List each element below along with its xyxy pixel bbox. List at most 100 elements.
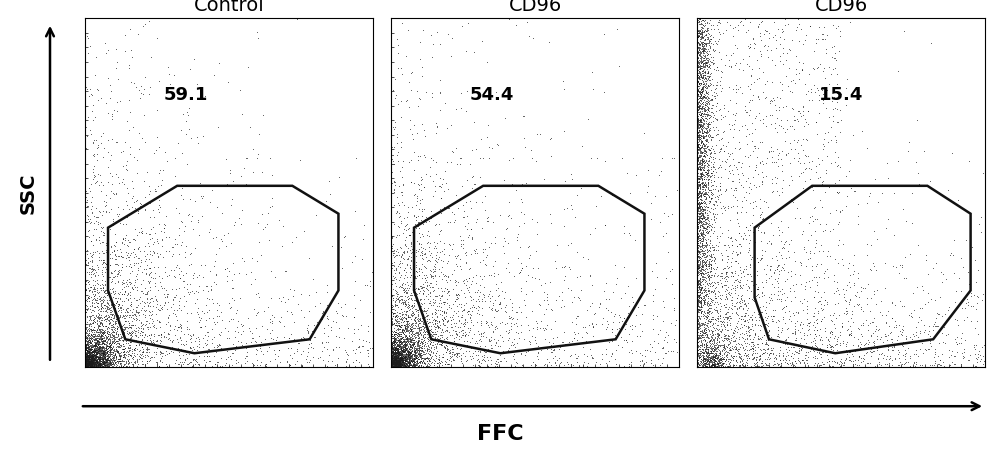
Point: [395, 356, 411, 364]
Point: [393, 363, 409, 370]
Point: [101, 353, 117, 360]
Point: [384, 327, 400, 334]
Point: [394, 326, 410, 334]
Point: [79, 339, 95, 346]
Point: [88, 340, 104, 347]
Point: [103, 309, 119, 316]
Point: [690, 241, 706, 248]
Point: [605, 288, 621, 296]
Point: [94, 319, 110, 327]
Point: [728, 309, 744, 316]
Point: [401, 320, 417, 327]
Point: [84, 355, 100, 363]
Point: [85, 354, 101, 361]
Point: [850, 342, 866, 349]
Point: [428, 257, 444, 264]
Point: [397, 362, 413, 369]
Point: [87, 350, 103, 358]
Point: [206, 334, 222, 341]
Point: [928, 259, 944, 267]
Point: [696, 127, 712, 134]
Point: [480, 321, 496, 329]
Point: [690, 19, 706, 26]
Point: [390, 360, 406, 368]
Point: [383, 318, 399, 325]
Point: [203, 15, 219, 22]
Point: [692, 347, 708, 354]
Point: [744, 311, 760, 318]
Point: [696, 107, 712, 115]
Point: [489, 308, 505, 315]
Point: [695, 258, 711, 265]
Point: [431, 183, 447, 190]
Point: [383, 364, 399, 371]
Point: [393, 349, 409, 356]
Point: [384, 316, 400, 323]
Point: [774, 148, 790, 155]
Point: [767, 124, 783, 131]
Point: [738, 208, 754, 216]
Point: [385, 364, 401, 371]
Point: [391, 362, 407, 369]
Point: [511, 335, 527, 342]
Point: [634, 356, 650, 363]
Point: [703, 58, 719, 65]
Point: [85, 355, 101, 362]
Point: [96, 258, 112, 266]
Point: [414, 314, 430, 321]
Point: [86, 347, 102, 354]
Point: [154, 350, 170, 357]
Point: [112, 336, 128, 344]
Point: [393, 296, 409, 303]
Point: [392, 359, 408, 367]
Point: [111, 179, 127, 187]
Point: [556, 346, 572, 353]
Point: [386, 358, 402, 366]
Point: [190, 305, 206, 312]
Point: [385, 356, 401, 364]
Point: [692, 89, 708, 96]
Point: [393, 339, 409, 346]
Point: [700, 300, 716, 307]
Point: [706, 246, 722, 253]
Point: [884, 315, 900, 322]
Point: [655, 355, 671, 362]
Point: [102, 336, 118, 343]
Point: [390, 358, 406, 365]
Point: [711, 330, 727, 338]
Point: [435, 364, 451, 371]
Point: [139, 349, 155, 356]
Point: [390, 303, 406, 311]
Point: [711, 48, 727, 56]
Point: [718, 292, 734, 299]
Point: [95, 360, 111, 367]
Point: [714, 357, 730, 364]
Point: [703, 355, 719, 362]
Point: [717, 323, 733, 330]
Point: [106, 347, 122, 355]
Point: [110, 337, 126, 345]
Point: [738, 329, 754, 336]
Point: [188, 364, 204, 371]
Point: [105, 347, 121, 354]
Point: [689, 355, 705, 363]
Point: [816, 301, 832, 308]
Point: [385, 337, 401, 345]
Point: [735, 22, 751, 29]
Point: [328, 343, 344, 350]
Point: [915, 349, 931, 356]
Point: [90, 358, 106, 366]
Point: [92, 357, 108, 364]
Point: [383, 269, 399, 276]
Point: [77, 299, 93, 306]
Point: [383, 354, 399, 362]
Point: [122, 330, 138, 337]
Point: [476, 353, 492, 360]
Point: [739, 108, 755, 116]
Point: [390, 363, 406, 370]
Point: [94, 304, 110, 311]
Point: [403, 361, 419, 369]
Point: [931, 310, 947, 318]
Point: [388, 361, 404, 369]
Point: [84, 353, 100, 360]
